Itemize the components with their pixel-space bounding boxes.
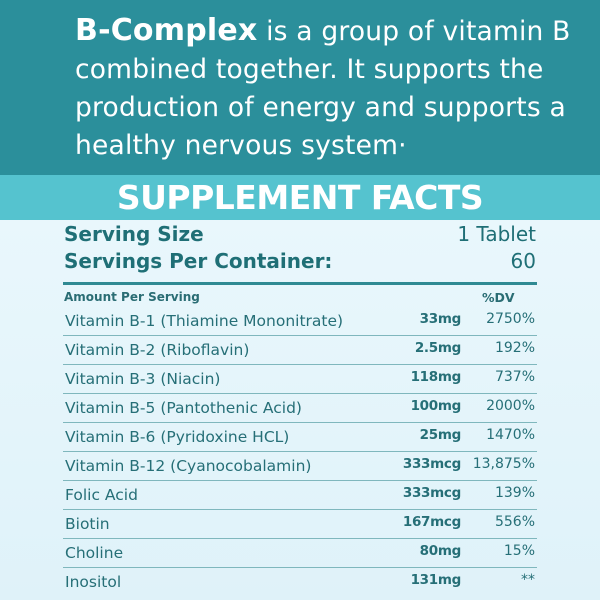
product-name: B-Complex (75, 13, 258, 48)
serving-size-label: Serving Size (64, 222, 204, 246)
servings-per-container-value: 60 (510, 249, 536, 273)
nutrient-amount: 131mg (410, 572, 462, 588)
nutrient-name: Vitamin B-6 (Pyridoxine HCL) (65, 428, 290, 446)
nutrient-dv: 1470% (486, 427, 535, 443)
nutrient-amount: 80mg (419, 543, 462, 559)
nutrient-amount: 167mcg (402, 514, 461, 530)
nutrient-amount: 2.5mg (414, 340, 461, 356)
nutrient-dv: 139% (494, 485, 535, 501)
nutrient-dv: 192% (494, 340, 535, 356)
nutrient-dv: ** (521, 572, 535, 588)
nutrient-name: Vitamin B-12 (Cyanocobalamin) (65, 457, 312, 475)
nutrient-row: Vitamin B-5 (Pantothenic Acid) 100mg 2000% (63, 394, 537, 423)
servings-per-container-row: Servings Per Container: 60 (64, 249, 536, 275)
nutrient-name: Vitamin B-2 (Riboflavin) (65, 341, 250, 359)
servings-per-container-label: Servings Per Container: (64, 249, 333, 273)
intro-text: B-Complex is a group of vitamin B combin… (75, 12, 575, 165)
nutrient-amount: 118mg (410, 369, 462, 385)
nutrient-row: Vitamin B-2 (Riboflavin) 2.5mg 192% (63, 336, 537, 365)
dv-header: %DV (482, 290, 515, 305)
nutrient-row: Vitamin B-12 (Cyanocobalamin) 333mcg 13,87… (63, 452, 537, 481)
nutrient-amount: 100mg (410, 398, 462, 414)
nutrient-amount: 33mg (419, 311, 462, 327)
nutrient-dv: 15% (503, 543, 535, 559)
nutrient-amount: 333mcg (402, 456, 461, 472)
nutrient-row: Vitamin B-1 (Thiamine Mononitrate) 33mg 27… (63, 307, 537, 336)
nutrient-dv: 13,875% (472, 456, 535, 472)
nutrient-name: Biotin (65, 515, 110, 533)
nutrient-name: Vitamin B-3 (Niacin) (65, 370, 221, 388)
table-header: Amount Per Serving %DV (64, 290, 536, 306)
amount-per-serving-header: Amount Per Serving (64, 290, 200, 304)
serving-size-value: 1 Tablet (457, 222, 536, 246)
nutrient-amount: 25mg (419, 427, 462, 443)
nutrient-dv: 556% (494, 514, 535, 530)
nutrient-name: Folic Acid (65, 486, 138, 504)
nutrient-row: Choline 80mg 15% (63, 539, 537, 568)
nutrient-dv: 2750% (486, 311, 535, 327)
thick-divider (63, 282, 537, 285)
nutrient-dv: 2000% (486, 398, 535, 414)
nutrient-dv: 737% (494, 369, 535, 385)
nutrient-name: Vitamin B-1 (Thiamine Mononitrate) (65, 312, 344, 330)
serving-size-row: Serving Size 1 Tablet (64, 222, 536, 248)
nutrient-row: Inositol 131mg ** (63, 568, 537, 596)
nutrient-name: Vitamin B-5 (Pantothenic Acid) (65, 399, 302, 417)
nutrient-amount: 333mcg (402, 485, 461, 501)
nutrient-row: Vitamin B-6 (Pyridoxine HCL) 25mg 1470% (63, 423, 537, 452)
nutrient-row: Vitamin B-3 (Niacin) 118mg 737% (63, 365, 537, 394)
intro-description: is a group of vitamin B combined togethe… (75, 16, 571, 161)
nutrient-name: Choline (65, 544, 124, 562)
nutrient-name: Inositol (65, 573, 122, 591)
supplement-facts-title: SUPPLEMENT FACTS (116, 178, 484, 217)
intro-panel: B-Complex is a group of vitamin B combin… (0, 0, 600, 175)
nutrient-row: Folic Acid 333mcg 139% (63, 481, 537, 510)
nutrient-row: Biotin 167mcg 556% (63, 510, 537, 539)
title-band: SUPPLEMENT FACTS (0, 175, 600, 220)
